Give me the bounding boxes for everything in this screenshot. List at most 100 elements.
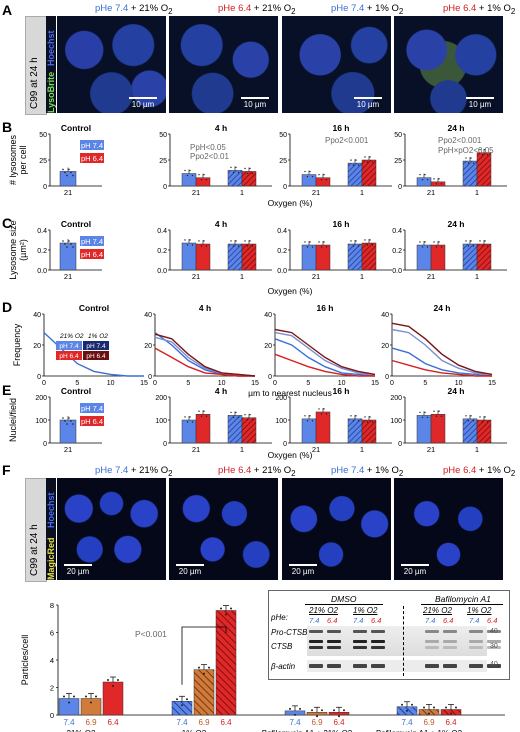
data-point	[366, 421, 369, 423]
row-actin: β-actin	[271, 662, 296, 671]
panel-letter: E	[2, 382, 11, 398]
panel-b: B# lysosomes per cell 0 25 50 Control 21 pH 7.4…	[2, 119, 507, 208]
y-tick-label: 20	[381, 343, 389, 350]
data-point	[355, 240, 357, 242]
chart-title: 16 h	[316, 303, 333, 313]
data-point	[472, 245, 475, 247]
data-point	[220, 607, 222, 610]
micrograph-f2: 20 µm	[169, 478, 278, 580]
o2b-label-2: 1% O2	[467, 606, 492, 615]
chart-title: Control	[61, 386, 91, 396]
legend-head: 1% O2	[88, 333, 108, 340]
data-point	[232, 416, 235, 419]
data-point	[181, 704, 183, 707]
data-point	[62, 168, 64, 171]
legend-swatch-blue	[80, 236, 104, 246]
panel-letter-a: A	[2, 2, 13, 18]
lane-ph-label: 6.4	[487, 616, 498, 625]
bar	[416, 177, 432, 187]
data-point	[246, 172, 249, 175]
data-point	[235, 240, 237, 242]
data-point	[230, 240, 232, 242]
data-point	[433, 410, 435, 412]
data-point	[486, 245, 489, 247]
y-axis-label: Lysosome size	[8, 220, 18, 279]
data-point	[203, 672, 205, 675]
stat-label: Ppo2<0.001	[325, 136, 369, 145]
x-tick-label: 21	[64, 445, 72, 454]
y-tick-label: 0.2	[157, 248, 167, 255]
x-tick-label: 15	[488, 380, 496, 387]
data-point	[189, 416, 191, 418]
bar	[462, 160, 478, 187]
data-point	[352, 164, 355, 166]
data-point	[352, 245, 355, 247]
bar	[227, 243, 243, 271]
data-point	[230, 607, 232, 610]
lane-ph-row: 7.4 6.4 7.4 6.4 7.4 6.4 7.4 6.4	[307, 616, 507, 626]
x-tick-label: 1	[240, 188, 244, 197]
y-tick-label: 0.0	[392, 268, 402, 275]
dmso-line	[305, 604, 383, 605]
data-point	[470, 240, 472, 242]
legend-swatch-red	[80, 249, 104, 259]
x-tick-label: 10	[218, 380, 226, 387]
blot-band	[309, 646, 323, 649]
x-tick-label: 6.9	[198, 718, 210, 727]
data-point	[203, 173, 205, 176]
panel-letter-f: F	[2, 462, 11, 478]
micrograph-a4: 10 µm	[394, 16, 503, 113]
data-point	[62, 240, 64, 242]
y-tick-label: 20	[264, 343, 272, 350]
y-axis-label: (µm²)	[18, 239, 28, 261]
data-point	[203, 240, 205, 242]
data-point	[371, 244, 374, 246]
data-point	[205, 415, 208, 417]
series-line	[274, 338, 376, 377]
data-point	[438, 241, 440, 243]
x-axis-label: Oxygen (%)	[268, 286, 313, 296]
y-tick-label: 0	[163, 184, 167, 191]
stain-strip-f: Hoechst MagicRed	[46, 478, 56, 580]
data-point	[426, 178, 429, 181]
x-tick-label: 5	[75, 380, 79, 387]
x-tick-label: 6.4	[445, 718, 457, 727]
actin-band	[469, 664, 483, 668]
x-tick-label: 6.4	[107, 718, 119, 727]
scalebar: 20 µm	[398, 564, 432, 576]
x-tick-label: 6.9	[311, 718, 323, 727]
cond-f4: pHe 6.4 + 1% O2	[443, 465, 516, 478]
data-point	[350, 240, 352, 242]
y-tick-label: 200	[390, 395, 402, 402]
scalebar: 10 µm	[463, 97, 497, 109]
data-point	[424, 173, 426, 176]
series-line	[274, 331, 376, 376]
data-point	[421, 416, 424, 419]
bar	[476, 419, 492, 444]
data-point	[244, 414, 246, 416]
micrograph-a3: 10 µm	[282, 16, 391, 113]
mw-40b: 40	[490, 661, 498, 668]
x-tick-label: 6.4	[333, 718, 345, 727]
blot-divider	[403, 606, 404, 676]
x-tick-label: 7.4	[176, 718, 188, 727]
x-tick-label: 1	[475, 272, 479, 281]
actin-band	[443, 664, 457, 668]
data-point	[251, 245, 254, 247]
data-point	[481, 421, 484, 423]
data-point	[435, 415, 438, 417]
blot-band	[443, 646, 457, 649]
data-point	[465, 415, 467, 417]
x-tick-label: 15	[371, 380, 379, 387]
stain-strip-a: Hoechst LysoBrite	[46, 16, 56, 113]
data-point	[235, 166, 237, 169]
y-tick-label: 0.4	[277, 228, 287, 235]
x-tick-label: 21	[312, 188, 320, 197]
x-tick-label: 15	[140, 380, 148, 387]
legend-swatch-red	[80, 153, 104, 163]
bar	[306, 712, 328, 716]
x-axis-label: Oxygen (%)	[268, 198, 313, 208]
lane-ph-label: 6.4	[443, 616, 454, 625]
